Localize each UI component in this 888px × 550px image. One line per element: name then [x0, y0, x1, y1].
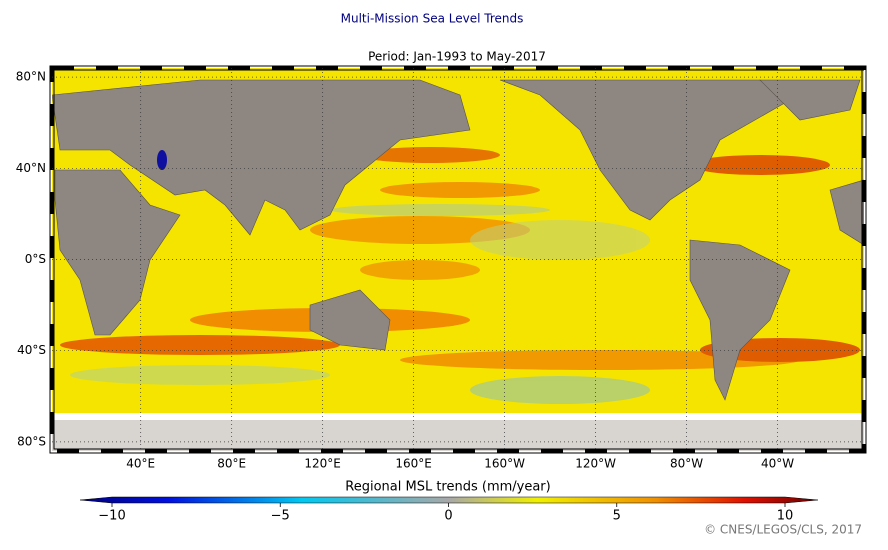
y-tick-label: 40°N	[16, 161, 46, 175]
map-image	[52, 68, 864, 451]
y-tick-label: 80°S	[17, 434, 46, 448]
colorbar-tick-label: 0	[444, 509, 452, 524]
colorbar	[79, 496, 819, 504]
colorbar-tick-label: 10	[777, 509, 794, 524]
title: Multi-Mission Sea Level Trends	[341, 12, 524, 26]
x-tick-label: 120°W	[575, 457, 616, 471]
x-tick-label: 120°E	[304, 457, 341, 471]
axes: 40°E 80°E 120°E 160°E 160°W 120°W 80°W 40°W 80°N…	[16, 68, 864, 524]
x-tick-label: 160°W	[484, 457, 525, 471]
y-tick-label: 0°S	[25, 252, 46, 266]
credit: © CNES/LEGOS/CLS, 2017	[704, 523, 862, 537]
x-tick-label: 80°E	[217, 457, 246, 471]
subtitle: Period: Jan-1993 to May-2017	[368, 50, 546, 64]
colorbar-tick-label: −5	[271, 509, 290, 524]
y-tick-label: 80°N	[16, 70, 46, 84]
y-tick-label: 40°S	[17, 343, 46, 357]
x-tick-label: 40°E	[126, 457, 155, 471]
colorbar-tick-label: −10	[98, 509, 125, 524]
x-tick-label: 80°W	[670, 457, 703, 471]
colorbar-tick-label: 5	[613, 509, 621, 524]
x-tick-label: 160°E	[395, 457, 432, 471]
x-tick-label: 40°W	[761, 457, 794, 471]
colorbar-label: Regional MSL trends (mm/year)	[345, 480, 550, 495]
